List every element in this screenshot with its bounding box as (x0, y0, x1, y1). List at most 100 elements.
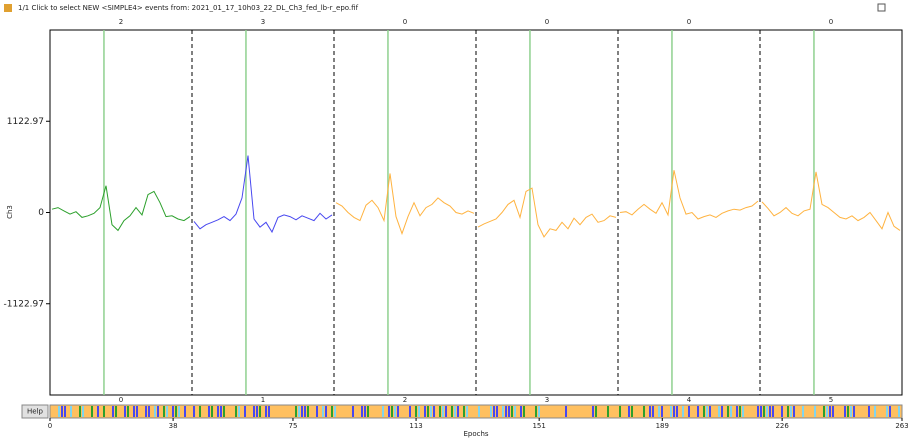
scrollbar-stripe (115, 406, 117, 417)
scrollbar-stripe (844, 406, 846, 417)
scrollbar-stripe (253, 406, 255, 417)
scrollbar-stripe (592, 406, 594, 417)
scrollbar-stripe (145, 406, 147, 417)
scrollbar-stripe (316, 406, 318, 417)
event-id: 0 (829, 18, 833, 26)
scrollbar-stripe (361, 406, 363, 417)
scrollbar-stripe (508, 406, 510, 417)
scrollbar-stripe (97, 406, 99, 417)
scrollbar-stripe (676, 406, 678, 417)
scrollbar-stripe (148, 406, 150, 417)
scrollbar-stripe (211, 406, 213, 417)
scrollbar-stripe (463, 406, 465, 417)
scrollbar-stripe (424, 406, 426, 417)
scrollbar-stripe (184, 406, 186, 417)
scrollbar-stripe (706, 406, 708, 417)
help-button[interactable] (21, 404, 49, 419)
scrollbar-stripe (103, 406, 105, 417)
scrollbar-stripe (823, 406, 825, 417)
scrollbar-stripe (496, 406, 498, 417)
scrollbar-stripe (607, 406, 609, 417)
scrollbar-stripe (238, 406, 240, 417)
scrollbar-stripe (886, 406, 888, 417)
x-axis-label: Epochs (463, 430, 488, 438)
maximize-button[interactable] (877, 3, 886, 12)
scrollbar-stripe (175, 406, 177, 417)
scrollbar-stripe (697, 406, 699, 417)
scrollbar-stripe (82, 406, 84, 417)
event-id: 0 (545, 18, 549, 26)
scrollbar-stripe (535, 406, 537, 417)
scrollbar-stripe (91, 406, 93, 417)
scrollbar-stripe (394, 406, 396, 417)
scrollbar-stripe (367, 406, 369, 417)
scrollbar-stripe (514, 406, 516, 417)
scrollbar-stripe (154, 406, 156, 417)
scrollbar-stripe (451, 406, 453, 417)
scrollbar-stripe (256, 406, 258, 417)
scrollbar-stripe (769, 406, 771, 417)
scrollbar-stripe (259, 406, 261, 417)
epoch-number: 4 (687, 396, 692, 404)
scrollbar-stripe (523, 406, 525, 417)
scrollbar-stripe (298, 406, 300, 417)
scrollbar-stripe (193, 406, 195, 417)
event-id: 0 (687, 18, 691, 26)
scrollbar-stripe (760, 406, 762, 417)
scrollbar-stripe (166, 406, 168, 417)
scrollbar-stripe (850, 406, 852, 417)
scrollbar-stripe (397, 406, 399, 417)
help-label[interactable]: Help (27, 408, 44, 416)
scrollbar-stripe (409, 406, 411, 417)
scrollbar-stripe (307, 406, 309, 417)
scrollbar-stripe (427, 406, 429, 417)
x-tick-label: 75 (289, 422, 298, 430)
x-tick-label: 38 (169, 422, 178, 430)
epoch-number: 1 (261, 396, 265, 404)
scrollbar-stripe (661, 406, 663, 417)
event-id: 3 (261, 18, 265, 26)
scrollbar-stripe (295, 406, 297, 417)
scrollbar-stripe (124, 406, 126, 417)
scrollbar-stripe (79, 406, 81, 417)
scrollbar-stripe (382, 406, 384, 417)
window-title: 1/1 Click to select NEW <SIMPLE4> events… (18, 4, 359, 12)
scrollbar-stripe (217, 406, 219, 417)
scrollbar-stripe (178, 406, 180, 417)
scrollbar-stripe (565, 406, 567, 417)
signal-trace (619, 170, 759, 220)
scrollbar-stripe (628, 406, 630, 417)
scrollbar-stripe (793, 406, 795, 417)
scrollbar-stripe (136, 406, 138, 417)
scrollbar-stripe (493, 406, 495, 417)
signal-trace (51, 185, 191, 232)
scrollbar-stripe (457, 406, 459, 417)
scrollbar-stripe (847, 406, 849, 417)
scrollbar-stripe (730, 406, 732, 417)
scrollbar-stripe (388, 406, 390, 417)
scrollbar-stripe (814, 406, 816, 417)
scrollbar-stripe (325, 406, 327, 417)
scrollbar-stripe (433, 406, 435, 417)
scrollbar-stripe (643, 406, 645, 417)
epoch-scrollbar[interactable] (49, 404, 903, 419)
event-id: 0 (403, 18, 407, 26)
scrollbar-stripe (538, 406, 540, 417)
scrollbar-stripe (133, 406, 135, 417)
x-tick-label: 189 (656, 422, 669, 430)
scrollbar-stripe (157, 406, 159, 417)
epoch-number: 3 (545, 396, 549, 404)
scrollbar-stripe (268, 406, 270, 417)
scrollbar-stripe (244, 406, 246, 417)
scrollbar-stripe (322, 406, 324, 417)
scrollbar-stripe (439, 406, 441, 417)
scrollbar-stripe (490, 406, 492, 417)
scrollbar-stripe (58, 406, 60, 417)
scrollbar-stripe (832, 406, 834, 417)
scrollbar-stripe (220, 406, 222, 417)
scrollbar-stripe (511, 406, 513, 417)
scrollbar-stripe (619, 406, 621, 417)
scrollbar-stripe (742, 406, 744, 417)
scrollbar-stripe (688, 406, 690, 417)
